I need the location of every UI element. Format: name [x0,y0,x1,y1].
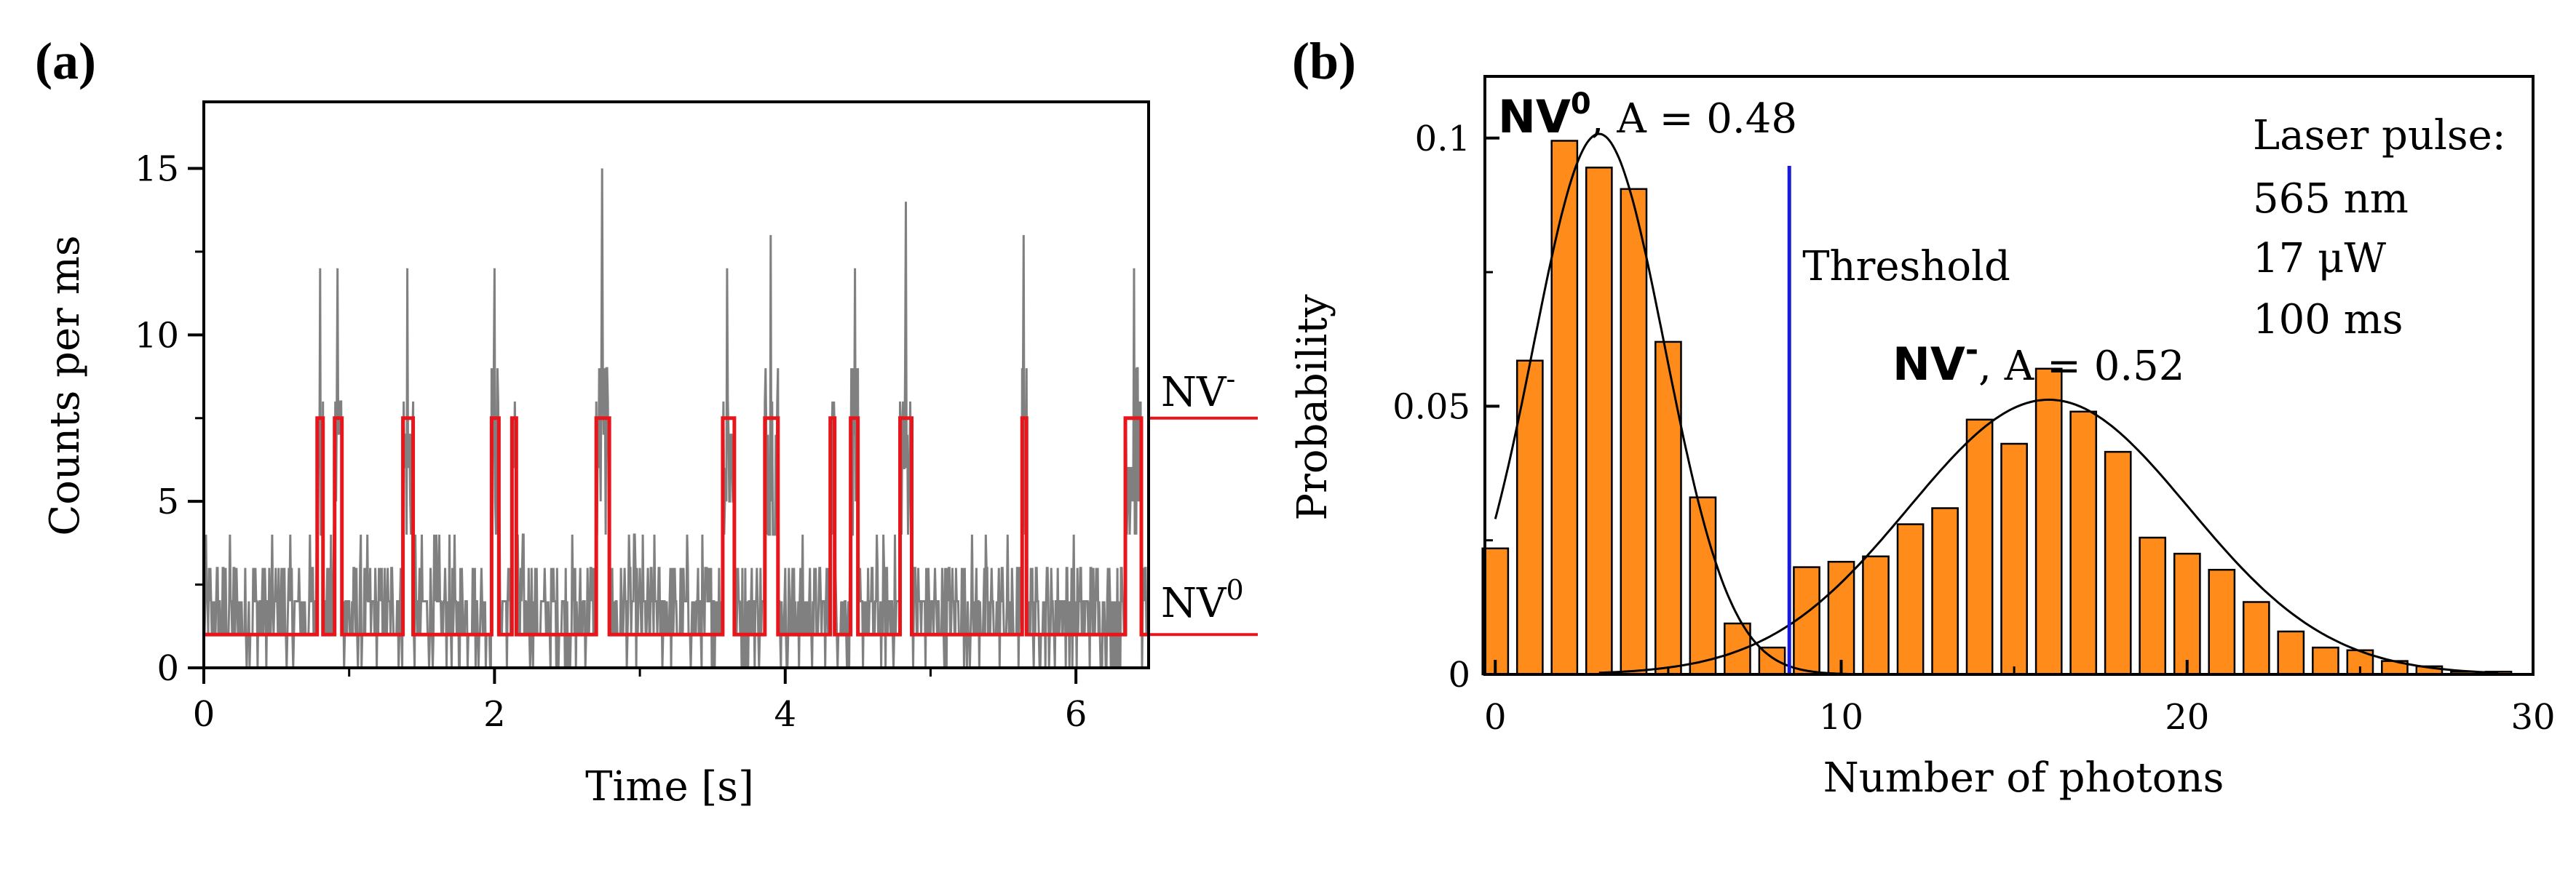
laser-pulse-info: Laser pulse: 565 nm 17 μW 100 ms [2253,112,2506,343]
fit-curve-nvminus [1598,398,2499,674]
histogram-bar [2069,410,2098,676]
histogram-bar [1793,566,1820,676]
y-tick-label: 15 [135,149,179,190]
histogram-bar [1862,555,1890,676]
x-tick-label: 0 [1484,697,1507,738]
panel-a-plot: 0 2 4 6 0 5 10 15 [135,100,1258,735]
laser-line-1: Laser pulse: [2253,112,2506,159]
state-line [204,416,1149,637]
laser-line-3: 17 μW [2253,235,2386,282]
histogram-bar [2173,552,2201,676]
panel-a-label: (a) [35,32,96,90]
histogram-bar [1896,523,1925,676]
nv0-level-label: NV0 [1161,574,1244,627]
panel-a-ticks: 0 2 4 6 0 5 10 15 [135,149,1087,735]
x-tick-label: 2 [483,694,506,735]
histogram-bar [1550,140,1579,676]
x-tick-label: 20 [2165,697,2209,738]
y-tick-label: 5 [156,482,179,522]
panel-a-ylabel: Counts per ms [41,235,89,535]
x-tick-label: 4 [774,694,796,735]
panel-b-xlabel: Number of photons [1823,754,2224,802]
y-tick-label: 0 [156,648,179,689]
panel-a-frame [202,100,1150,669]
histogram-bar [2277,630,2305,676]
histogram-bar [1689,496,1717,676]
histogram-bars [1481,140,2513,676]
nvminus-fit-annotation: NV-, A = 0.52 [1893,332,2184,391]
histogram-bar [1931,507,1959,676]
histogram-bar [2104,450,2132,676]
x-tick-label: 6 [1065,694,1087,735]
state-trace [204,416,1258,637]
fit-curve-nv0 [1494,132,1876,676]
histogram-bar [1585,167,1613,676]
x-tick-label: 30 [2510,697,2555,738]
laser-line-2: 565 nm [2253,175,2409,223]
histogram-bar [2139,536,2167,676]
panel-b-plot: 0 10 20 30 0 0.05 0.1 [1392,75,2556,738]
histogram-bar [1654,340,1682,676]
panel-b-frame [1483,75,2535,676]
laser-line-4: 100 ms [2253,296,2403,343]
raw-counts-trace [202,168,1150,669]
nvminus-level-label: NV- [1161,363,1235,416]
gaussian-fits [1494,132,2499,676]
threshold-label: Threshold [1802,243,2010,290]
y-tick-label: 0.05 [1392,386,1470,427]
panel-a-xlabel: Time [s] [585,763,754,810]
y-tick-label: 0.1 [1415,119,1470,159]
histogram-bar [1620,188,1648,676]
histogram-bar [1827,560,1855,676]
x-tick-label: 0 [193,694,215,735]
histogram-bar [2242,601,2270,676]
histogram-bar [1965,418,1994,676]
panel-b-label: (b) [1292,32,1356,90]
y-tick-label: 10 [135,315,179,356]
histogram-bar [2208,568,2236,676]
panel-b-ticks: 0 10 20 30 0 0.05 0.1 [1392,119,2555,738]
x-tick-label: 10 [1819,697,1863,738]
panel-b-ylabel: Probability [1289,294,1336,520]
histogram-bar [2312,646,2339,676]
histogram-bar [2034,367,2063,676]
raw-counts-line [202,168,1150,669]
histogram-bar [2000,442,2028,676]
nv0-fit-annotation: NV0, A = 0.48 [1498,87,1797,143]
y-tick-label: 0 [1448,655,1470,695]
